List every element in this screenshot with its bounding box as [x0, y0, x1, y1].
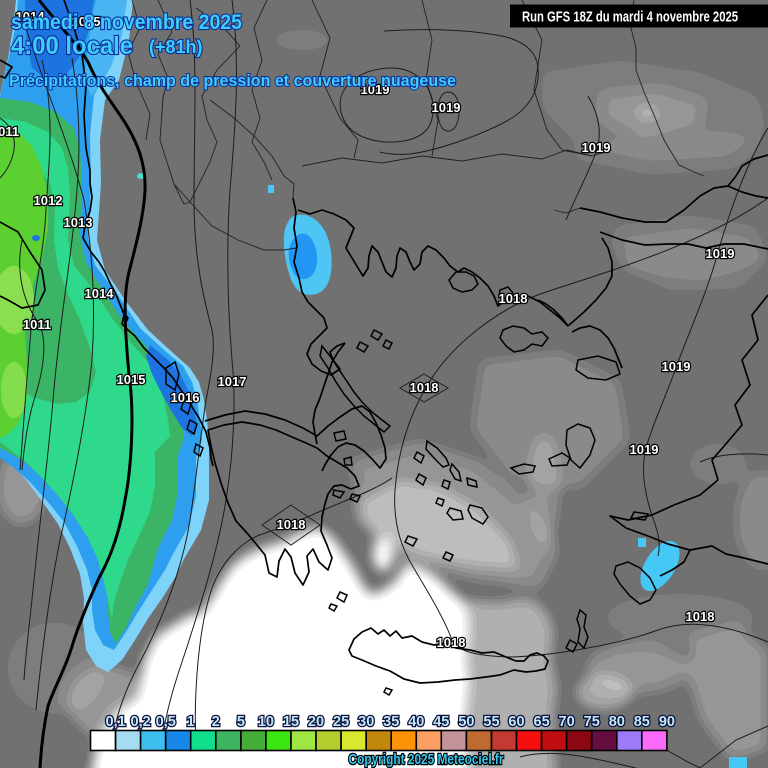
svg-text:1011: 1011 — [23, 317, 51, 332]
svg-text:1019: 1019 — [582, 140, 611, 155]
svg-text:90: 90 — [659, 714, 675, 730]
svg-text:Copyright 2025 Meteociel.fr: Copyright 2025 Meteociel.fr — [349, 751, 504, 768]
svg-text:1016: 1016 — [171, 390, 200, 405]
svg-text:15: 15 — [283, 714, 299, 730]
svg-text:1019: 1019 — [361, 82, 390, 97]
svg-text:1019: 1019 — [706, 246, 735, 261]
svg-text:1018: 1018 — [499, 291, 528, 306]
svg-text:samedi 8 novembre 2025: samedi 8 novembre 2025 — [11, 11, 242, 34]
svg-text:1014: 1014 — [85, 286, 115, 301]
svg-text:1019: 1019 — [630, 442, 659, 457]
svg-text:55: 55 — [483, 714, 499, 730]
svg-text:1015: 1015 — [72, 14, 101, 29]
svg-text:1015: 1015 — [117, 372, 146, 387]
svg-text:85: 85 — [634, 714, 650, 730]
svg-text:65: 65 — [534, 714, 550, 730]
svg-text:1012: 1012 — [34, 193, 63, 208]
svg-text:1017: 1017 — [218, 374, 247, 389]
svg-text:2: 2 — [212, 714, 220, 730]
svg-text:80: 80 — [609, 714, 625, 730]
svg-text:1018: 1018 — [437, 635, 466, 650]
svg-text:1018: 1018 — [410, 380, 439, 395]
svg-text:5: 5 — [237, 714, 245, 730]
svg-text:60: 60 — [508, 714, 524, 730]
svg-text:40: 40 — [408, 714, 424, 730]
svg-text:1014: 1014 — [16, 9, 46, 24]
svg-text:35: 35 — [383, 714, 399, 730]
svg-text:(+81h): (+81h) — [149, 37, 203, 57]
svg-text:20: 20 — [308, 714, 324, 730]
svg-text:1011: 1011 — [0, 124, 19, 139]
svg-text:0,5: 0,5 — [156, 714, 176, 730]
svg-text:0,1: 0,1 — [106, 714, 126, 730]
svg-text:1019: 1019 — [432, 100, 461, 115]
svg-text:50: 50 — [458, 714, 474, 730]
svg-text:1018: 1018 — [277, 517, 306, 532]
svg-text:30: 30 — [358, 714, 374, 730]
svg-text:75: 75 — [584, 714, 600, 730]
svg-text:45: 45 — [433, 714, 449, 730]
svg-text:70: 70 — [559, 714, 575, 730]
svg-text:1018: 1018 — [686, 609, 715, 624]
svg-text:1013: 1013 — [64, 215, 93, 230]
svg-text:Run GFS 18Z du mardi 4 novembr: Run GFS 18Z du mardi 4 novembre 2025 — [522, 10, 738, 26]
svg-text:4:00 locale: 4:00 locale — [11, 32, 133, 60]
svg-text:1019: 1019 — [662, 359, 691, 374]
svg-text:1: 1 — [187, 714, 195, 730]
svg-text:25: 25 — [333, 714, 349, 730]
svg-text:Précipitations, champ de press: Précipitations, champ de pression et cou… — [9, 71, 456, 90]
svg-text:10: 10 — [258, 714, 274, 730]
svg-text:0,2: 0,2 — [131, 714, 151, 730]
